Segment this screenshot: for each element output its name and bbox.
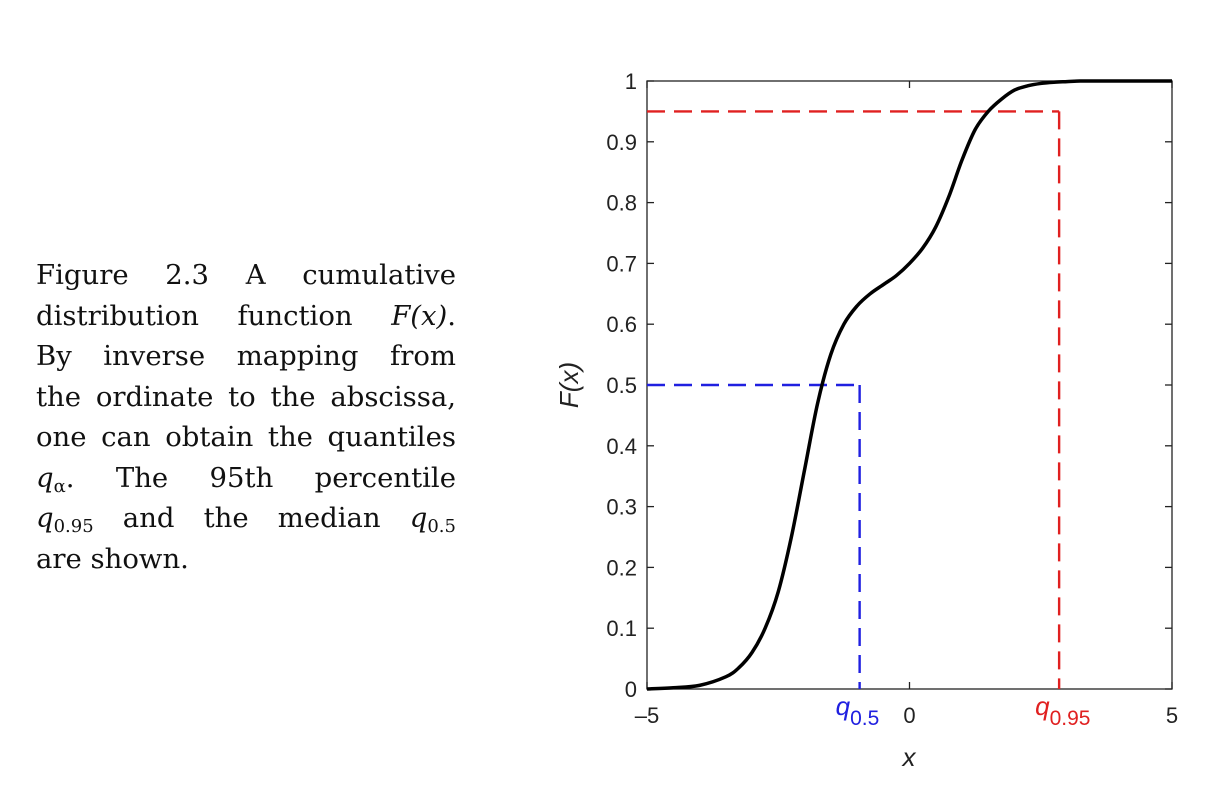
tick-labels: 00.10.20.30.40.50.60.70.80.91–5 0 5 [606, 69, 1178, 728]
y-tick-label: 0.5 [606, 373, 637, 398]
caption-math-q-alpha: q [36, 461, 54, 494]
quantile-label: q0.95 [1035, 691, 1090, 730]
caption-line-4: the ordinate to the abscissa, [36, 380, 456, 413]
x-tick-label: 5 [1166, 703, 1178, 728]
caption-line-6: qα. The 95th percentile [36, 461, 456, 497]
cdf-curve [646, 79, 1172, 691]
quantile-label: q0.5 [836, 691, 880, 730]
caption-line-1: Figure 2.3 A cumulative [36, 259, 456, 291]
axis-ticks [646, 80, 1173, 690]
y-tick-label: 0.6 [606, 312, 637, 337]
plot-frame [646, 80, 1173, 690]
caption-line-5: one can obtain the quantiles [36, 421, 456, 453]
quantile-labels: q0.5 q0.95 [836, 691, 1091, 730]
figure-caption: Figure 2.3 A cumulative distribution fun… [36, 255, 456, 579]
y-tick-label: 0.1 [606, 616, 637, 641]
y-tick-label: 0.8 [606, 191, 637, 216]
caption-line-2: distribution function F(x). [36, 299, 456, 332]
caption-line-3: By inverse mapping from [36, 340, 456, 372]
caption-math-q05: q [409, 502, 428, 534]
caption-math-fx: F(x) [391, 299, 448, 332]
caption-line-7: q0.95 and the median q0.5 [36, 502, 456, 537]
y-axis-label: F(x) [554, 362, 584, 408]
y-tick-label: 0.9 [606, 130, 637, 155]
caption-math-q095: q [36, 502, 54, 534]
caption-line-8: are shown. [36, 542, 189, 575]
x-axis-label: x [901, 742, 917, 772]
x-tick-label: 0 [903, 703, 915, 728]
quantile-guides [647, 110, 1061, 689]
y-tick-label: 1 [625, 69, 637, 94]
y-tick-label: 0.3 [606, 495, 637, 520]
y-tick-label: 0.4 [606, 434, 637, 459]
y-tick-label: 0.7 [606, 251, 637, 276]
y-tick-label: 0.2 [606, 555, 637, 580]
y-tick-label: 0 [625, 677, 637, 702]
x-tick-label: –5 [635, 703, 659, 728]
